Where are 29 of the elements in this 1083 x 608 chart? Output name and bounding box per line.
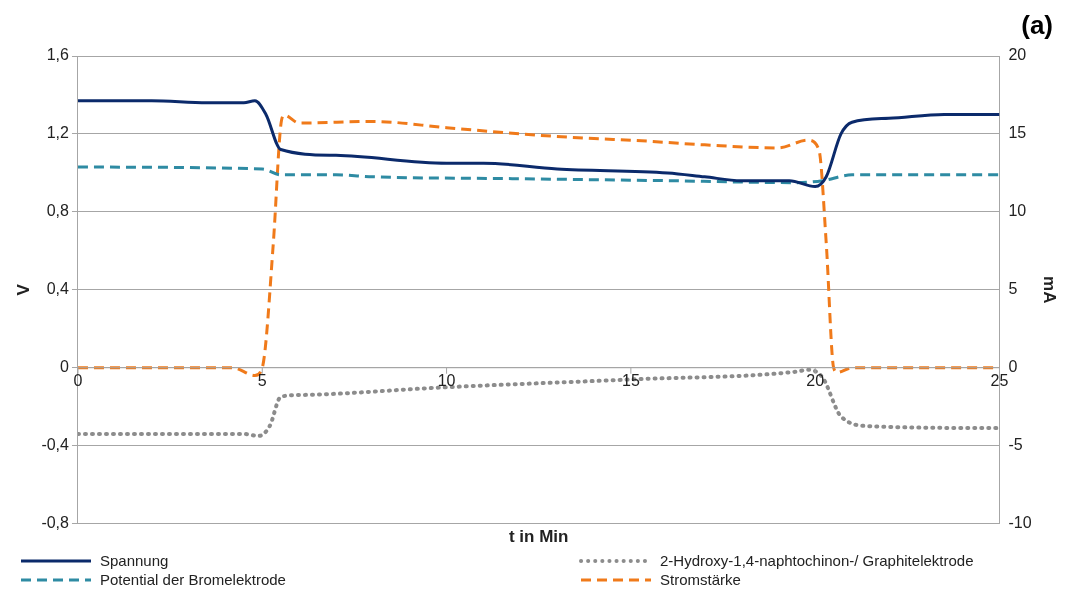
legend-label: Potential der Bromelektrode bbox=[100, 571, 286, 588]
y2-tick-label: 0 bbox=[1008, 358, 1018, 376]
y-tick-label: 1,6 bbox=[46, 46, 70, 64]
legend-label: Spannung bbox=[100, 552, 169, 569]
y2-tick-label: 5 bbox=[1008, 280, 1018, 298]
y-tick-label: -0,8 bbox=[41, 514, 70, 532]
y2-tick-label: -10 bbox=[1008, 514, 1032, 532]
chart-title: (a) bbox=[1021, 10, 1053, 41]
y2-tick-label: 10 bbox=[1008, 202, 1027, 220]
x-tick-label: 5 bbox=[257, 372, 267, 390]
y-tick-label: 0 bbox=[60, 358, 70, 376]
x-tick-label: 10 bbox=[437, 372, 456, 390]
y2-tick-label: 20 bbox=[1008, 46, 1027, 64]
x-tick-label: 0 bbox=[73, 372, 83, 390]
y2-tick-label: 15 bbox=[1008, 124, 1027, 142]
x-tick-label: 20 bbox=[806, 372, 825, 390]
y-tick-label: 0,4 bbox=[46, 280, 70, 298]
line-series bbox=[77, 165, 1000, 185]
y-tick-label: 0,8 bbox=[46, 202, 70, 220]
x-tick-label: 15 bbox=[621, 372, 640, 390]
legend-label: Stromstärke bbox=[660, 571, 741, 588]
y-axis-title: V bbox=[13, 283, 33, 296]
x-tick-label: 25 bbox=[990, 372, 1009, 390]
y-tick-label: -0,4 bbox=[41, 436, 70, 454]
legend-label: 2-Hydroxy-1,4-naphtochinon-/ Graphitelektrode bbox=[660, 552, 974, 569]
y2-axis-title: mA bbox=[1040, 276, 1060, 304]
y-tick-label: 1,2 bbox=[46, 124, 70, 142]
y2-tick-label: -5 bbox=[1008, 436, 1023, 454]
x-axis-title: t in Min bbox=[508, 527, 569, 547]
